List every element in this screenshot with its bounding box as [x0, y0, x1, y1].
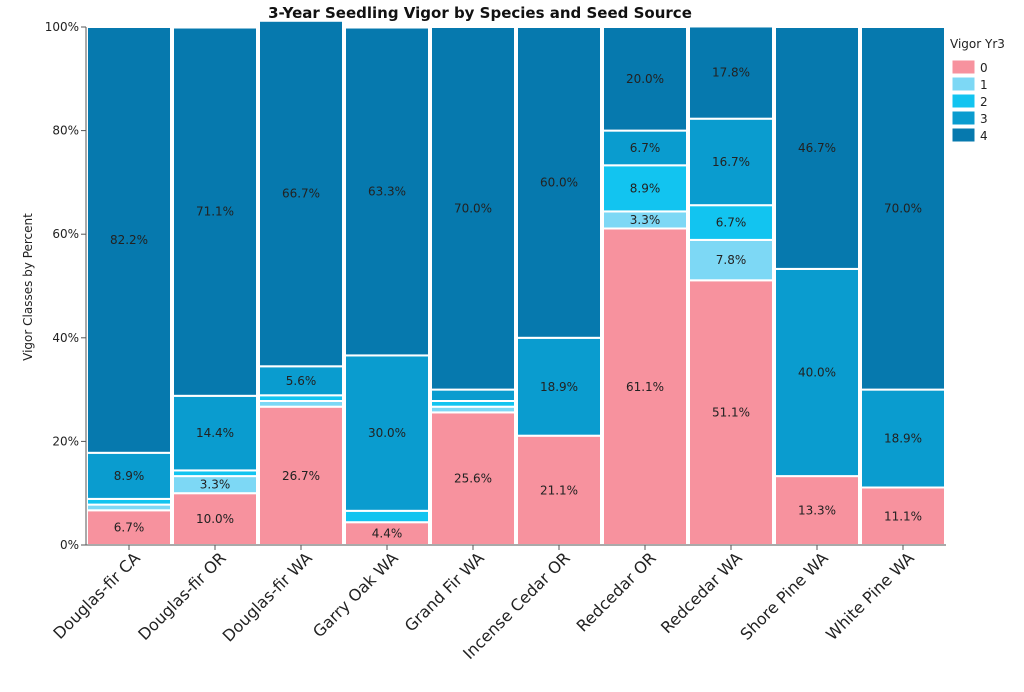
y-tick-label: 0% [60, 538, 79, 552]
bar-segment [258, 19, 344, 368]
bar-segment [516, 26, 602, 339]
legend-label: 4 [980, 129, 988, 143]
bar-segment [602, 164, 688, 213]
y-tick-label: 40% [52, 331, 79, 345]
y-axis: 0% 20% 40% 60% 80% 100% [45, 20, 87, 552]
bar-segment [344, 509, 430, 524]
bar-segment [86, 509, 172, 547]
data-label: 25.6% [454, 472, 492, 486]
data-label: 71.1% [196, 205, 234, 219]
x-tick-label: Redcedar WA [657, 548, 746, 637]
data-label: 18.9% [884, 432, 922, 446]
data-label: 6.7% [114, 521, 145, 535]
data-label: 10.0% [196, 512, 234, 526]
bar-segment [860, 486, 946, 547]
bar-segment [774, 267, 860, 478]
bar-segment [430, 411, 516, 546]
y-tick-label: 100% [45, 20, 79, 34]
data-label: 26.7% [282, 469, 320, 483]
bar-segment [602, 129, 688, 167]
data-label: 6.7% [630, 141, 661, 155]
data-label: 70.0% [454, 201, 492, 215]
bar-segment [688, 279, 774, 546]
bar-segment [860, 388, 946, 489]
bar-segment [344, 26, 430, 357]
data-label: 30.0% [368, 426, 406, 440]
bar-segment [688, 204, 774, 241]
legend-label: 3 [980, 112, 988, 126]
data-label: 70.0% [884, 201, 922, 215]
data-label: 46.7% [798, 141, 836, 155]
data-label: 18.9% [540, 380, 578, 394]
x-tick-label: Grand Fir WA [401, 548, 488, 635]
x-tick-label: White Pine WA [822, 548, 918, 644]
legend-label: 2 [980, 95, 988, 109]
data-label: 20.0% [626, 72, 664, 86]
bar-segment [258, 365, 344, 397]
data-label: 11.1% [884, 509, 922, 523]
x-tick-label: Redcedar OR [573, 548, 660, 635]
y-tick-label: 20% [52, 434, 79, 448]
data-label: 14.4% [196, 426, 234, 440]
x-tick-label: Douglas-fir CA [49, 548, 144, 643]
bar-segment [86, 451, 172, 500]
x-tick-label: Shore Pine WA [736, 548, 831, 643]
bar-segment [430, 26, 516, 391]
legend: 0 1 2 3 4 [951, 59, 988, 143]
x-tick-label: Douglas-fir WA [219, 548, 316, 645]
bar-segment [860, 26, 946, 391]
data-label: 7.8% [716, 253, 747, 267]
data-label: 8.9% [114, 469, 145, 483]
legend-title: Vigor Yr3 [950, 37, 1005, 51]
x-tick-label: Douglas-fir OR [134, 548, 230, 644]
x-tick-label: Garry Oak WA [309, 548, 402, 641]
plot-area: 6.7% 8.9% 82.2% 10.0% 3.3% 14.4% 71.1% 26.7% 5.6… [86, 19, 946, 547]
data-label: 3.3% [630, 213, 661, 227]
bar-segment [774, 475, 860, 546]
y-axis-label: Vigor Classes by Percent [21, 213, 35, 361]
data-label: 51.1% [712, 406, 750, 420]
bar-segment [516, 336, 602, 437]
chart-title: 3-Year Seedling Vigor by Species and See… [268, 4, 692, 22]
data-label: 5.6% [286, 374, 317, 388]
legend-swatch [951, 93, 976, 109]
data-label: 17.8% [712, 66, 750, 80]
y-tick-label: 60% [52, 227, 79, 241]
y-tick-label: 80% [52, 124, 79, 138]
bar-segment [602, 26, 688, 132]
data-label: 60.0% [540, 175, 578, 189]
data-label: 21.1% [540, 483, 578, 497]
data-label: 3.3% [200, 478, 231, 492]
bar-segment [86, 26, 172, 454]
legend-swatch [951, 76, 976, 92]
data-label: 6.7% [716, 216, 747, 230]
bar-segment [774, 26, 860, 270]
bar-segment [172, 394, 258, 472]
data-label: 66.7% [282, 187, 320, 201]
data-label: 4.4% [372, 527, 403, 541]
data-label: 16.7% [712, 155, 750, 169]
bar-segment [688, 117, 774, 207]
bar-segment [430, 388, 516, 402]
legend-swatch [951, 59, 976, 75]
data-label: 63.3% [368, 184, 406, 198]
bar-segment [516, 434, 602, 546]
legend-swatch [951, 127, 976, 143]
data-label: 40.0% [798, 366, 836, 380]
legend-label: 1 [980, 78, 988, 92]
bar-segment [172, 26, 258, 397]
data-label: 61.1% [626, 380, 664, 394]
data-label: 8.9% [630, 181, 661, 195]
data-label: 82.2% [110, 233, 148, 247]
bar-segment [602, 227, 688, 546]
bar-segment [688, 25, 774, 120]
legend-label: 0 [980, 61, 988, 75]
legend-swatch [951, 110, 976, 126]
data-label: 13.3% [798, 504, 836, 518]
